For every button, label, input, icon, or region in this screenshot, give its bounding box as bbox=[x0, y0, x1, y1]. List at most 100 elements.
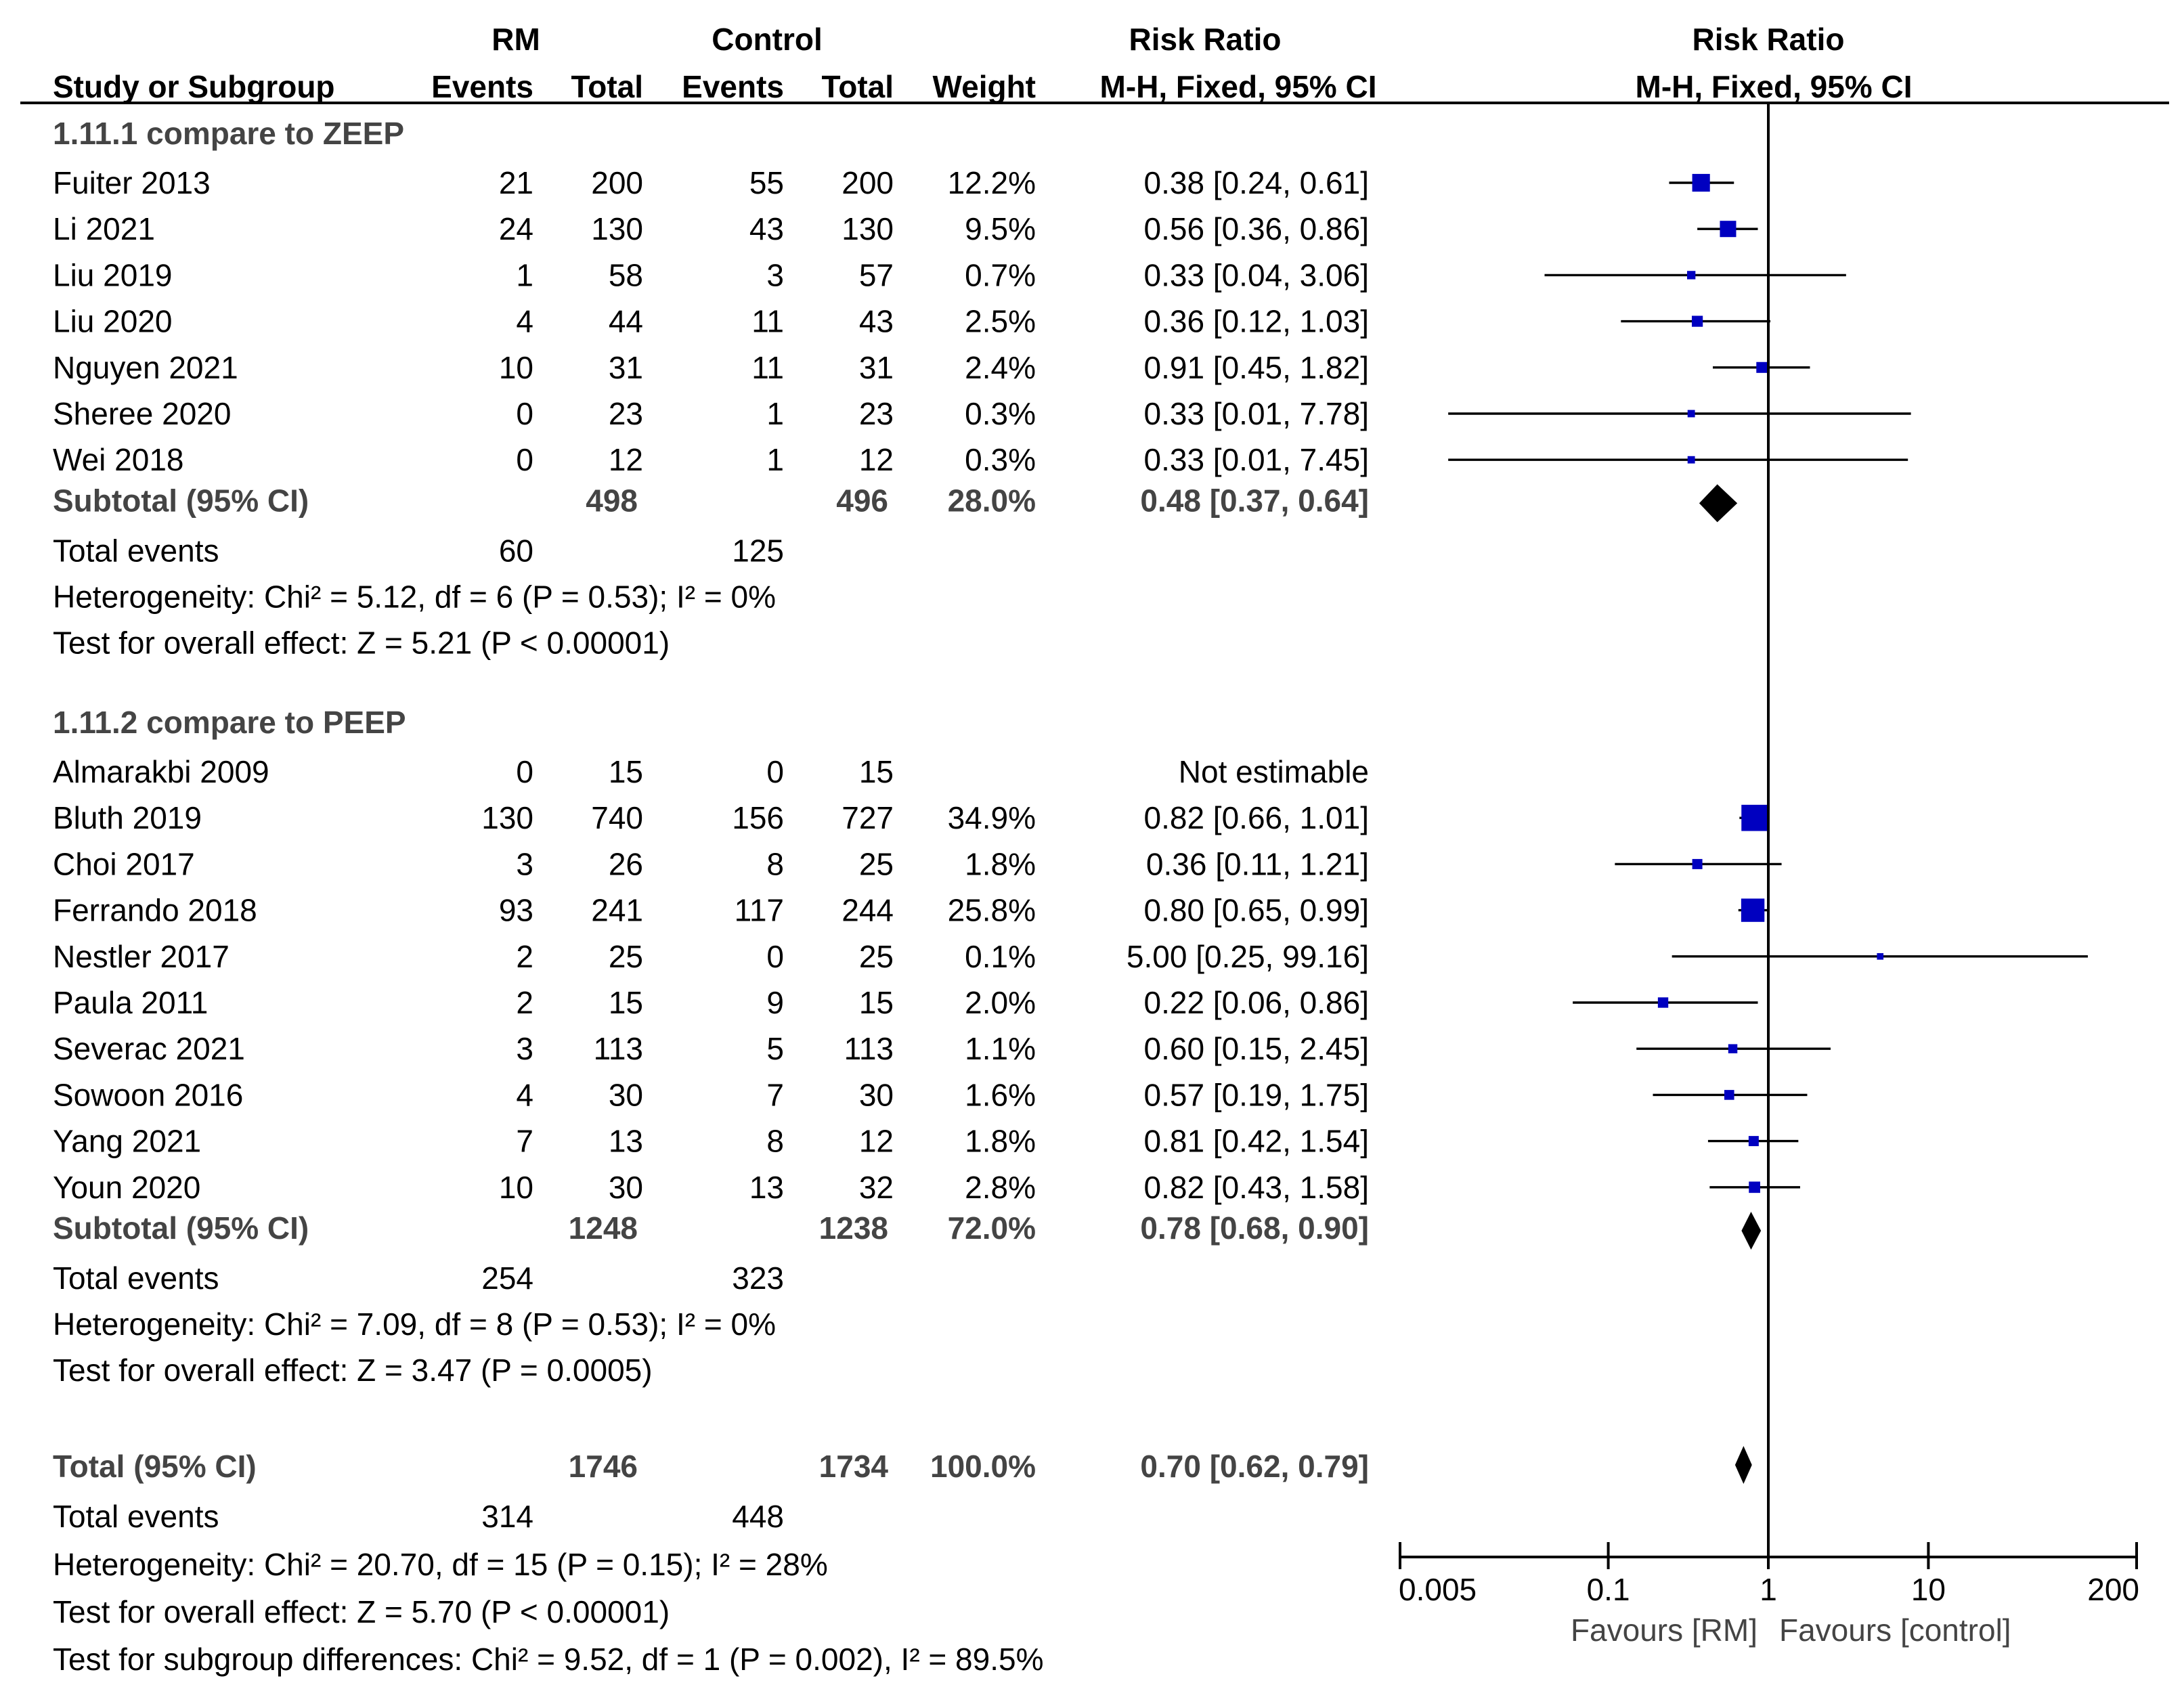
subgroup-1-study-4-ci-text: 0.36 [0.12, 1.03] bbox=[1144, 304, 1370, 339]
subgroup-1-study-7-events2: 1 bbox=[766, 442, 784, 477]
subgroup-1-study-7-point-box bbox=[1687, 456, 1695, 464]
subgroup-1-study-7-ci-text: 0.33 [0.01, 7.45] bbox=[1144, 442, 1370, 477]
subgroup-1-study-3-point-box bbox=[1686, 271, 1696, 280]
subgroup-1-study-5-total1: 31 bbox=[609, 350, 643, 385]
subgroup-2-study-9-point-box bbox=[1748, 1136, 1759, 1147]
subgroup-1-heterogeneity: Heterogeneity: Chi² = 5.12, df = 6 (P = … bbox=[53, 579, 776, 614]
x-axis-tick-label-2: 0.1 bbox=[1587, 1572, 1630, 1607]
subgroup-1-study-2-total1: 130 bbox=[591, 211, 643, 246]
subgroup-1-study-2-total2: 130 bbox=[842, 211, 894, 246]
subgroup-1-study-5-ci-text: 0.91 [0.45, 1.82] bbox=[1144, 350, 1370, 385]
subgroup-2-study-9-ci-text: 0.81 [0.42, 1.54] bbox=[1144, 1124, 1370, 1159]
subgroup-1-study-4-total1: 44 bbox=[609, 304, 643, 339]
subgroup-2-overall-test: Test for overall effect: Z = 3.47 (P = 0… bbox=[53, 1353, 653, 1388]
subgroup-2-study-7-point-box bbox=[1728, 1044, 1738, 1053]
subgroup-1-study-6-point-box bbox=[1687, 410, 1695, 418]
subgroup-2-subtotal-total1: 1248 bbox=[569, 1210, 638, 1246]
subgroup-1-study-5-weight: 2.4% bbox=[965, 350, 1036, 385]
subgroup-2-subtotal-ci-text: 0.78 [0.68, 0.90] bbox=[1140, 1210, 1369, 1246]
overall-total-ci-text: 0.70 [0.62, 0.79] bbox=[1140, 1449, 1369, 1484]
header-effect-label: Risk Ratio bbox=[1129, 22, 1282, 57]
subgroup-1-study-6-events1: 0 bbox=[516, 396, 533, 431]
x-axis-tick-label-4: 10 bbox=[1911, 1572, 1946, 1607]
subgroup-2-study-5-total2: 25 bbox=[859, 939, 894, 974]
subgroup-1-study-3-ci-text: 0.33 [0.04, 3.06] bbox=[1144, 257, 1370, 292]
overall-total-events-events2: 448 bbox=[732, 1499, 784, 1534]
subgroup-1-study-7-total2: 12 bbox=[859, 442, 894, 477]
subgroup-2-study-5-total1: 25 bbox=[609, 939, 643, 974]
overall-total-total1: 1746 bbox=[569, 1449, 638, 1484]
subgroup-2-study-1-events2: 0 bbox=[766, 754, 784, 789]
subgroup-1-study-4-name: Liu 2020 bbox=[53, 304, 173, 339]
col-total2-header: Total bbox=[822, 69, 894, 104]
subgroup-1-study-3-total2: 57 bbox=[859, 257, 894, 292]
subgroup-1-study-5-point-box bbox=[1756, 361, 1768, 373]
subgroup-1-title: 1.11.1 compare to ZEEP bbox=[53, 116, 404, 151]
subgroup-2-study-10-name: Youn 2020 bbox=[53, 1170, 200, 1205]
subgroup-1-subtotal-diamond bbox=[1699, 484, 1738, 523]
subgroup-2-study-6-ci-text: 0.22 [0.06, 0.86] bbox=[1144, 985, 1370, 1020]
subgroup-1-subtotal-weight: 28.0% bbox=[948, 483, 1036, 518]
subgroup-1-subtotal-label: Subtotal (95% CI) bbox=[53, 483, 309, 518]
subgroup-1-study-6-ci-text: 0.33 [0.01, 7.78] bbox=[1144, 396, 1370, 431]
subgroup-2-study-10-point-box bbox=[1749, 1181, 1760, 1193]
subgroup-2-subtotal-weight: 72.0% bbox=[948, 1210, 1036, 1246]
subgroup-2-study-10-weight: 2.8% bbox=[965, 1170, 1036, 1205]
overall-total-events-label: Total events bbox=[53, 1499, 219, 1534]
subgroup-2-study-8-ci-text: 0.57 [0.19, 1.75] bbox=[1144, 1077, 1370, 1112]
subgroup-2-study-1-name: Almarakbi 2009 bbox=[53, 754, 269, 789]
col-events2-header: Events bbox=[682, 69, 784, 104]
subgroup-2-study-4-events2: 117 bbox=[735, 893, 784, 928]
subgroup-1-study-3-events1: 1 bbox=[516, 257, 533, 292]
subgroup-1-study-1-events1: 21 bbox=[499, 165, 533, 200]
subgroup-2-study-4-weight: 25.8% bbox=[948, 893, 1036, 928]
col-events1-header: Events bbox=[431, 69, 533, 104]
subgroup-2-study-3-weight: 1.8% bbox=[965, 846, 1036, 881]
subgroup-2-study-5-ci-text: 5.00 [0.25, 99.16] bbox=[1127, 939, 1369, 974]
subgroup-2-study-2-name: Bluth 2019 bbox=[53, 800, 202, 835]
subgroup-2-study-10-total1: 30 bbox=[609, 1170, 643, 1205]
subgroup-1-study-3-weight: 0.7% bbox=[965, 257, 1036, 292]
col-study-header: Study or Subgroup bbox=[53, 69, 335, 104]
subgroup-2-study-3-name: Choi 2017 bbox=[53, 846, 195, 881]
subgroup-2-study-9-name: Yang 2021 bbox=[53, 1124, 201, 1159]
col-weight-header: Weight bbox=[933, 69, 1036, 104]
subgroup-2-study-4-events1: 93 bbox=[499, 893, 533, 928]
subgroup-2-total-events-label: Total events bbox=[53, 1260, 219, 1296]
subgroup-1-study-6-events2: 1 bbox=[766, 396, 784, 431]
subgroup-2-study-8-name: Sowoon 2016 bbox=[53, 1077, 243, 1112]
subgroup-2-study-8-total1: 30 bbox=[609, 1077, 643, 1112]
subgroup-2-study-6-events1: 2 bbox=[516, 985, 533, 1020]
subgroup-2-study-6-point-box bbox=[1657, 997, 1669, 1008]
subgroup-1-subtotal-total1: 498 bbox=[586, 483, 638, 518]
subgroup-2-study-8-events2: 7 bbox=[766, 1077, 784, 1112]
subgroup-1-study-7-weight: 0.3% bbox=[965, 442, 1036, 477]
subgroup-2-study-3-total2: 25 bbox=[859, 846, 894, 881]
subgroup-2-total-events-events1: 254 bbox=[481, 1260, 533, 1296]
subgroup-1-study-3-events2: 3 bbox=[766, 257, 784, 292]
subgroup-1-study-4-events2: 11 bbox=[751, 304, 784, 339]
subgroup-1-study-2-weight: 9.5% bbox=[965, 211, 1036, 246]
subgroup-2-study-9-events2: 8 bbox=[766, 1124, 784, 1159]
subgroup-2-study-3-point-box bbox=[1692, 858, 1703, 869]
x-axis-tick-label-5: 200 bbox=[2087, 1572, 2139, 1607]
subgroup-2-study-8-total2: 30 bbox=[859, 1077, 894, 1112]
subgroup-1-subtotal-ci-text: 0.48 [0.37, 0.64] bbox=[1140, 483, 1369, 518]
subgroup-1-study-5-events1: 10 bbox=[499, 350, 533, 385]
subgroup-2-study-1-total1: 15 bbox=[609, 754, 643, 789]
subgroup-2-study-5-events1: 2 bbox=[516, 939, 533, 974]
subgroup-2-total-events-events2: 323 bbox=[732, 1260, 784, 1296]
subgroup-2-study-7-weight: 1.1% bbox=[965, 1031, 1036, 1066]
subgroup-2-study-1-ci-text: Not estimable bbox=[1179, 754, 1369, 789]
subgroup-2-study-7-total1: 113 bbox=[594, 1031, 643, 1066]
subgroup-2-subtotal-total2: 1238 bbox=[819, 1210, 888, 1246]
subgroup-2-study-8-point-box bbox=[1724, 1090, 1734, 1100]
subgroup-2-study-4-total1: 241 bbox=[591, 893, 643, 928]
header-plot-label: Risk Ratio bbox=[1692, 22, 1845, 57]
subgroup-1-study-1-ci-text: 0.38 [0.24, 0.61] bbox=[1144, 165, 1370, 200]
subgroup-1-overall-test: Test for overall effect: Z = 5.21 (P < 0… bbox=[53, 625, 670, 660]
overall-heterogeneity: Heterogeneity: Chi² = 20.70, df = 15 (P … bbox=[53, 1547, 828, 1582]
header-group1-label: RM bbox=[492, 22, 540, 57]
subgroup-2-study-4-point-box bbox=[1741, 898, 1765, 922]
subgroup-1-total-events-events1: 60 bbox=[499, 533, 533, 568]
